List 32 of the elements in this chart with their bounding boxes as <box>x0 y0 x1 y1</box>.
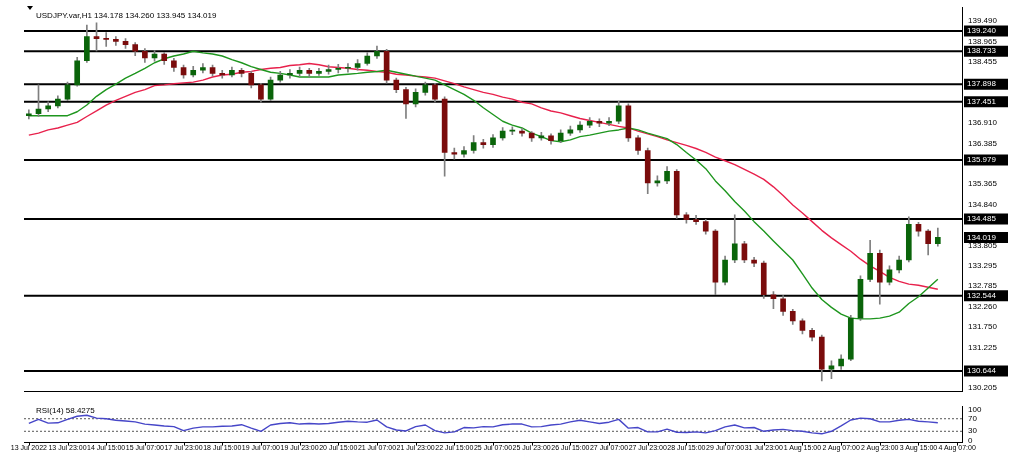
y-tick-label: 0 <box>968 435 973 445</box>
y-tick-label: 133.805 <box>968 241 998 251</box>
y-tick-label: 132.785 <box>968 281 998 291</box>
y-tick-label: 136.385 <box>968 139 998 149</box>
y-tick-label: 130.205 <box>968 383 998 393</box>
ref-line-label: 137.898 <box>967 79 997 89</box>
y-tick-label: 135.365 <box>968 179 998 189</box>
y-tick-label: 139.490 <box>968 16 998 26</box>
y-tick-label: 131.225 <box>968 343 998 353</box>
y-tick-label: 134.840 <box>968 200 998 210</box>
y-tick-label: 138.455 <box>968 57 998 67</box>
ref-line-label: 135.979 <box>967 155 997 165</box>
y-tick-label: 132.260 <box>968 302 998 312</box>
y-tick-label: 133.295 <box>968 261 998 271</box>
y-tick-label: 136.910 <box>968 118 998 128</box>
ref-line-label: 130.644 <box>967 366 997 376</box>
ref-line-label: 139.240 <box>967 26 997 36</box>
ref-line-label: 134.485 <box>967 214 997 224</box>
ref-line-label: 137.451 <box>967 97 997 107</box>
y-tick-label: 131.750 <box>968 322 998 332</box>
candlestick <box>103 32 110 47</box>
candlestick <box>451 147 458 160</box>
text: 134.019 <box>967 232 997 242</box>
y-tick-label: 100 <box>968 404 982 414</box>
candlestick <box>345 63 351 73</box>
y-tick-label: 138.965 <box>968 37 998 47</box>
y-tick-label: 30 <box>968 426 978 436</box>
ref-line-label: 138.733 <box>967 46 997 56</box>
y-tick-label: 70 <box>968 413 978 423</box>
text: USDJPY.var,H1 134.178 134.260 133.945 134.019 <box>36 11 217 20</box>
chart-title: RSI(14) 58.4275 <box>36 406 96 415</box>
ref-line-label: 132.544 <box>967 290 997 300</box>
